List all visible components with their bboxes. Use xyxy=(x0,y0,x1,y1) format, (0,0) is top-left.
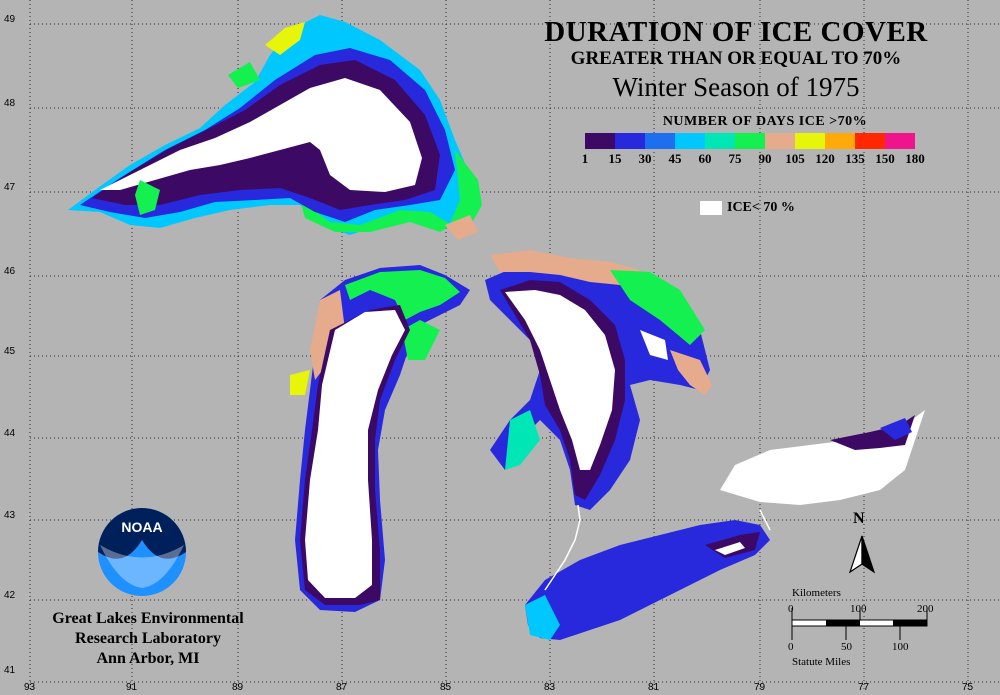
season-label: Winter Season of 1975 xyxy=(612,72,860,102)
graticule xyxy=(29,0,1000,690)
lon-label: 81 xyxy=(648,682,660,693)
connecting-rivers xyxy=(544,504,771,591)
lat-label: 49 xyxy=(4,14,16,25)
legend-tick: 180 xyxy=(905,151,925,166)
legend-tick: 30 xyxy=(638,151,652,166)
lon-label: 91 xyxy=(126,682,138,693)
org-line: Great Lakes Environmental xyxy=(52,610,244,627)
north-arrow-icon xyxy=(848,535,876,574)
noaa-logo-text: NOAA xyxy=(121,519,162,535)
legend-swatch xyxy=(735,133,765,149)
color-legend xyxy=(585,133,915,149)
ice-below-swatch xyxy=(700,201,722,215)
legend-swatch xyxy=(795,133,825,149)
km-tick: 100 xyxy=(850,603,867,615)
km-label: Kilometers xyxy=(792,587,841,599)
legend-tick: 120 xyxy=(815,151,835,166)
lake-erie xyxy=(525,520,770,640)
lat-label: 41 xyxy=(4,665,16,676)
org-line: Research Laboratory xyxy=(75,630,221,647)
legend-swatch xyxy=(585,133,615,149)
km-tick: 0 xyxy=(788,603,794,615)
legend-title: NUMBER OF DAYS ICE >70% xyxy=(662,114,868,129)
legend-swatch xyxy=(885,133,915,149)
lon-label: 79 xyxy=(754,682,766,693)
legend-swatch xyxy=(705,133,735,149)
legend-tick: 1 xyxy=(581,151,589,166)
legend-swatch xyxy=(825,133,855,149)
legend-tick: 75 xyxy=(728,151,742,166)
lake-superior xyxy=(68,15,482,240)
scale-bar xyxy=(791,608,928,640)
mi-label: Statute Miles xyxy=(792,656,851,668)
mi-tick: 100 xyxy=(892,641,909,653)
map-title: DURATION OF ICE COVER xyxy=(544,16,928,48)
ice-below-label: ICE< 70 % xyxy=(727,200,795,215)
lon-label: 77 xyxy=(858,682,870,693)
lon-label: 75 xyxy=(962,682,974,693)
lon-label: 85 xyxy=(440,682,452,693)
legend-swatch xyxy=(765,133,795,149)
noaa-logo-icon: NOAA xyxy=(98,508,186,596)
legend-swatch xyxy=(675,133,705,149)
north-label: N xyxy=(853,510,865,527)
lat-label: 43 xyxy=(4,510,16,521)
mi-tick: 0 xyxy=(788,641,794,653)
lat-label: 44 xyxy=(4,428,16,439)
mi-tick: 50 xyxy=(841,641,852,653)
legend-tick: 135 xyxy=(845,151,865,166)
lake-ontario xyxy=(720,410,925,505)
organization-name: Great Lakes Environmental Research Labor… xyxy=(18,609,278,669)
km-tick: 200 xyxy=(917,603,934,615)
lon-label: 87 xyxy=(336,682,348,693)
lake-huron xyxy=(485,250,712,510)
lat-label: 45 xyxy=(4,346,16,357)
legend-swatch xyxy=(615,133,645,149)
lat-label: 48 xyxy=(4,98,16,109)
lon-label: 89 xyxy=(232,682,244,693)
legend-swatch xyxy=(855,133,885,149)
legend-tick: 150 xyxy=(875,151,895,166)
lake-michigan xyxy=(290,265,470,612)
legend-swatch xyxy=(645,133,675,149)
lat-label: 47 xyxy=(4,182,16,193)
lon-label: 93 xyxy=(24,682,36,693)
lat-label: 42 xyxy=(4,590,16,601)
legend-tick: 90 xyxy=(758,151,772,166)
legend-tick: 60 xyxy=(698,151,712,166)
lon-label: 83 xyxy=(544,682,556,693)
legend-tick: 15 xyxy=(608,151,622,166)
map-subtitle: GREATER THAN OR EQUAL TO 70% xyxy=(570,48,902,69)
org-line: Ann Arbor, MI xyxy=(96,650,200,667)
legend-tick: 45 xyxy=(668,151,682,166)
lat-label: 46 xyxy=(4,266,16,277)
legend-tick: 105 xyxy=(785,151,805,166)
